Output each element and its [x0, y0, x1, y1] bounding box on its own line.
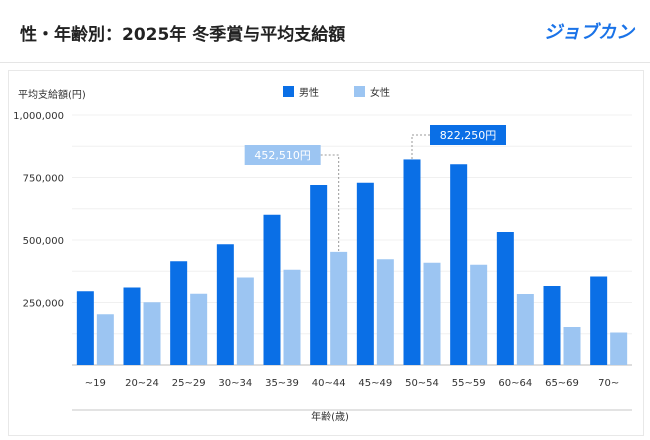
bar-female [96, 314, 114, 365]
bar-female [283, 269, 301, 365]
bar-female [470, 264, 488, 365]
bar-male [216, 244, 234, 365]
legend-label: 男性 [299, 86, 319, 99]
bar-male [543, 286, 561, 365]
bar-male [590, 276, 608, 365]
bar-male [263, 214, 281, 365]
bar-male [170, 261, 188, 365]
x-tick-label: 40~44 [312, 378, 346, 389]
bar-female [516, 294, 534, 365]
annotation-leader [411, 134, 430, 160]
y-tick-label: 750,000 [23, 174, 64, 185]
bar-female [376, 259, 394, 365]
page-title: 性・年齢別：2025年 冬季賞与平均支給額 [20, 25, 346, 45]
bar-female [143, 302, 161, 365]
x-tick-label: 65~69 [545, 378, 579, 389]
x-tick-label: 35~39 [265, 378, 299, 389]
legend-label: 女性 [370, 86, 390, 99]
bar-female [610, 332, 628, 365]
x-tick-label: 30~34 [218, 378, 252, 389]
x-axis-label: 年齢(歳) [311, 410, 349, 423]
bar-male [123, 287, 141, 365]
bar-male [450, 164, 468, 365]
annotation-box [430, 125, 506, 145]
brand-logo: ジョブカン [544, 22, 634, 43]
y-tick-label: 1,000,000 [13, 111, 64, 122]
bar-male [403, 159, 421, 365]
x-tick-label: 60~64 [498, 378, 532, 389]
x-tick-label: ~19 [85, 378, 106, 389]
annotation-leader [320, 154, 340, 252]
annotation-label: 452,510円 [254, 149, 311, 162]
x-tick-label: 20~24 [125, 378, 159, 389]
y-axis-label: 平均支給額(円) [18, 88, 86, 101]
x-tick-label: 55~59 [452, 378, 486, 389]
x-tick-label: 25~29 [172, 378, 206, 389]
bar-female [563, 327, 581, 365]
bar-female [423, 262, 441, 365]
bar-female [330, 251, 348, 365]
x-tick-label: 50~54 [405, 378, 439, 389]
header: 性・年齢別：2025年 冬季賞与平均支給額 ジョブカン [0, 0, 650, 63]
legend-swatch-1 [354, 86, 365, 97]
bar-male [76, 291, 94, 365]
bar-male [496, 232, 514, 365]
x-tick-label: 70~ [598, 378, 619, 389]
bar-male [310, 185, 328, 365]
bar-male [356, 182, 374, 365]
bar-female [190, 293, 208, 365]
y-tick-label: 500,000 [23, 236, 64, 247]
annotation-box [244, 145, 321, 165]
bar-female [236, 277, 254, 365]
legend-swatch-0 [283, 86, 294, 97]
annotation-label: 822,250円 [440, 129, 497, 142]
x-tick-label: 45~49 [358, 378, 392, 389]
y-tick-label: 250,000 [23, 299, 64, 310]
